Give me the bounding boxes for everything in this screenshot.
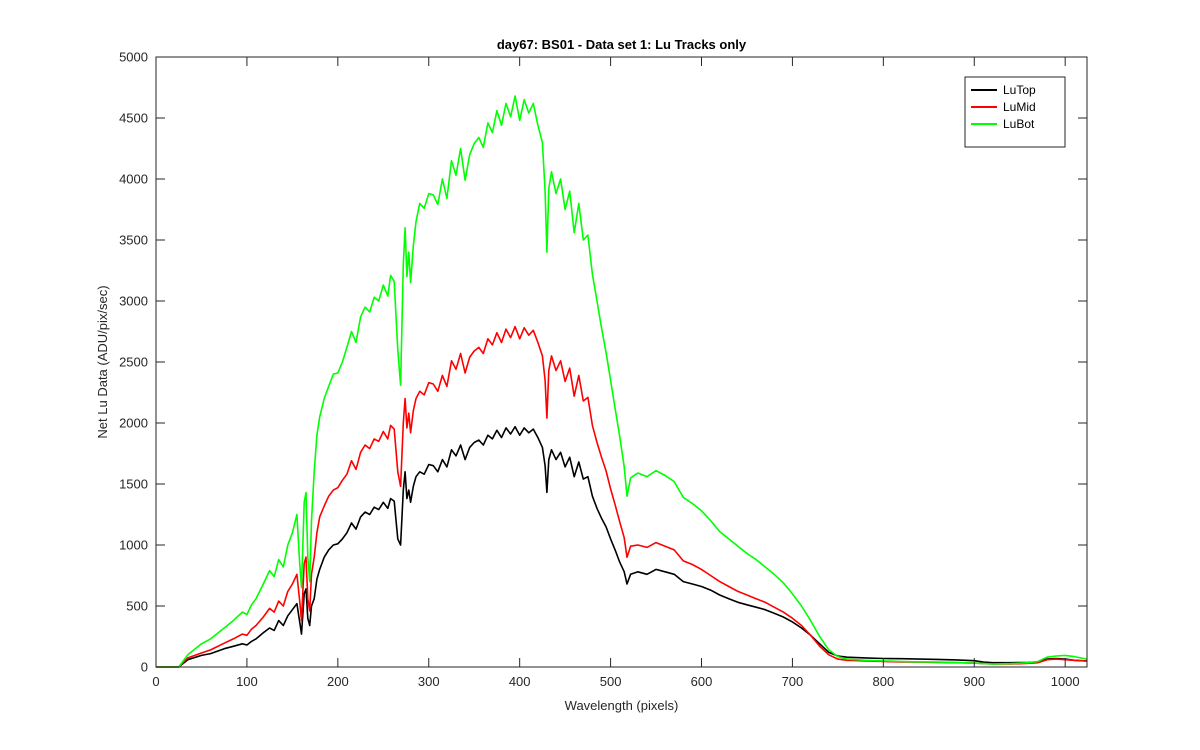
y-tick-label: 3000: [119, 294, 148, 309]
x-tick-label: 1000: [1051, 674, 1080, 689]
x-tick-label: 100: [236, 674, 258, 689]
legend-label-lutop: LuTop: [1003, 83, 1036, 97]
legend: LuTop LuMid LuBot: [964, 76, 1066, 148]
series-group: [156, 95, 1088, 668]
x-tick-label: 500: [600, 674, 622, 689]
legend-label-lumid: LuMid: [1003, 100, 1036, 114]
series-line-lutop: [156, 425, 1088, 668]
y-axis-label: Net Lu Data (ADU/pix/sec): [95, 285, 110, 438]
x-tick-label: 400: [509, 674, 531, 689]
y-tick-label: 5000: [119, 50, 148, 65]
x-tick-label: 0: [152, 674, 159, 689]
x-tick-label: 900: [963, 674, 985, 689]
chart-title: day67: BS01 - Data set 1: Lu Tracks only: [497, 37, 747, 52]
x-tick-label: 700: [782, 674, 804, 689]
series-line-lubot: [156, 95, 1088, 668]
x-tick-label: 300: [418, 674, 440, 689]
legend-label-lubot: LuBot: [1003, 117, 1035, 131]
y-tick-label: 4000: [119, 172, 148, 187]
tick-group: 0 100 200 300 400 500 600 700 800 900 1000 0 500 1000…: [119, 50, 1087, 689]
y-tick-label: 4500: [119, 111, 148, 126]
y-tick-label: 2500: [119, 355, 148, 370]
y-tick-label: 1000: [119, 538, 148, 553]
x-tick-label: 800: [872, 674, 894, 689]
series-line-lumid: [156, 325, 1088, 668]
legend-box: [964, 76, 1066, 148]
y-tick-label: 2000: [119, 416, 148, 431]
x-tick-label: 600: [691, 674, 713, 689]
y-tick-label: 500: [126, 599, 148, 614]
y-tick-label: 3500: [119, 233, 148, 248]
y-tick-label: 1500: [119, 477, 148, 492]
x-axis-label: Wavelength (pixels): [565, 698, 679, 713]
x-tick-label: 200: [327, 674, 349, 689]
y-tick-label: 0: [141, 660, 148, 675]
